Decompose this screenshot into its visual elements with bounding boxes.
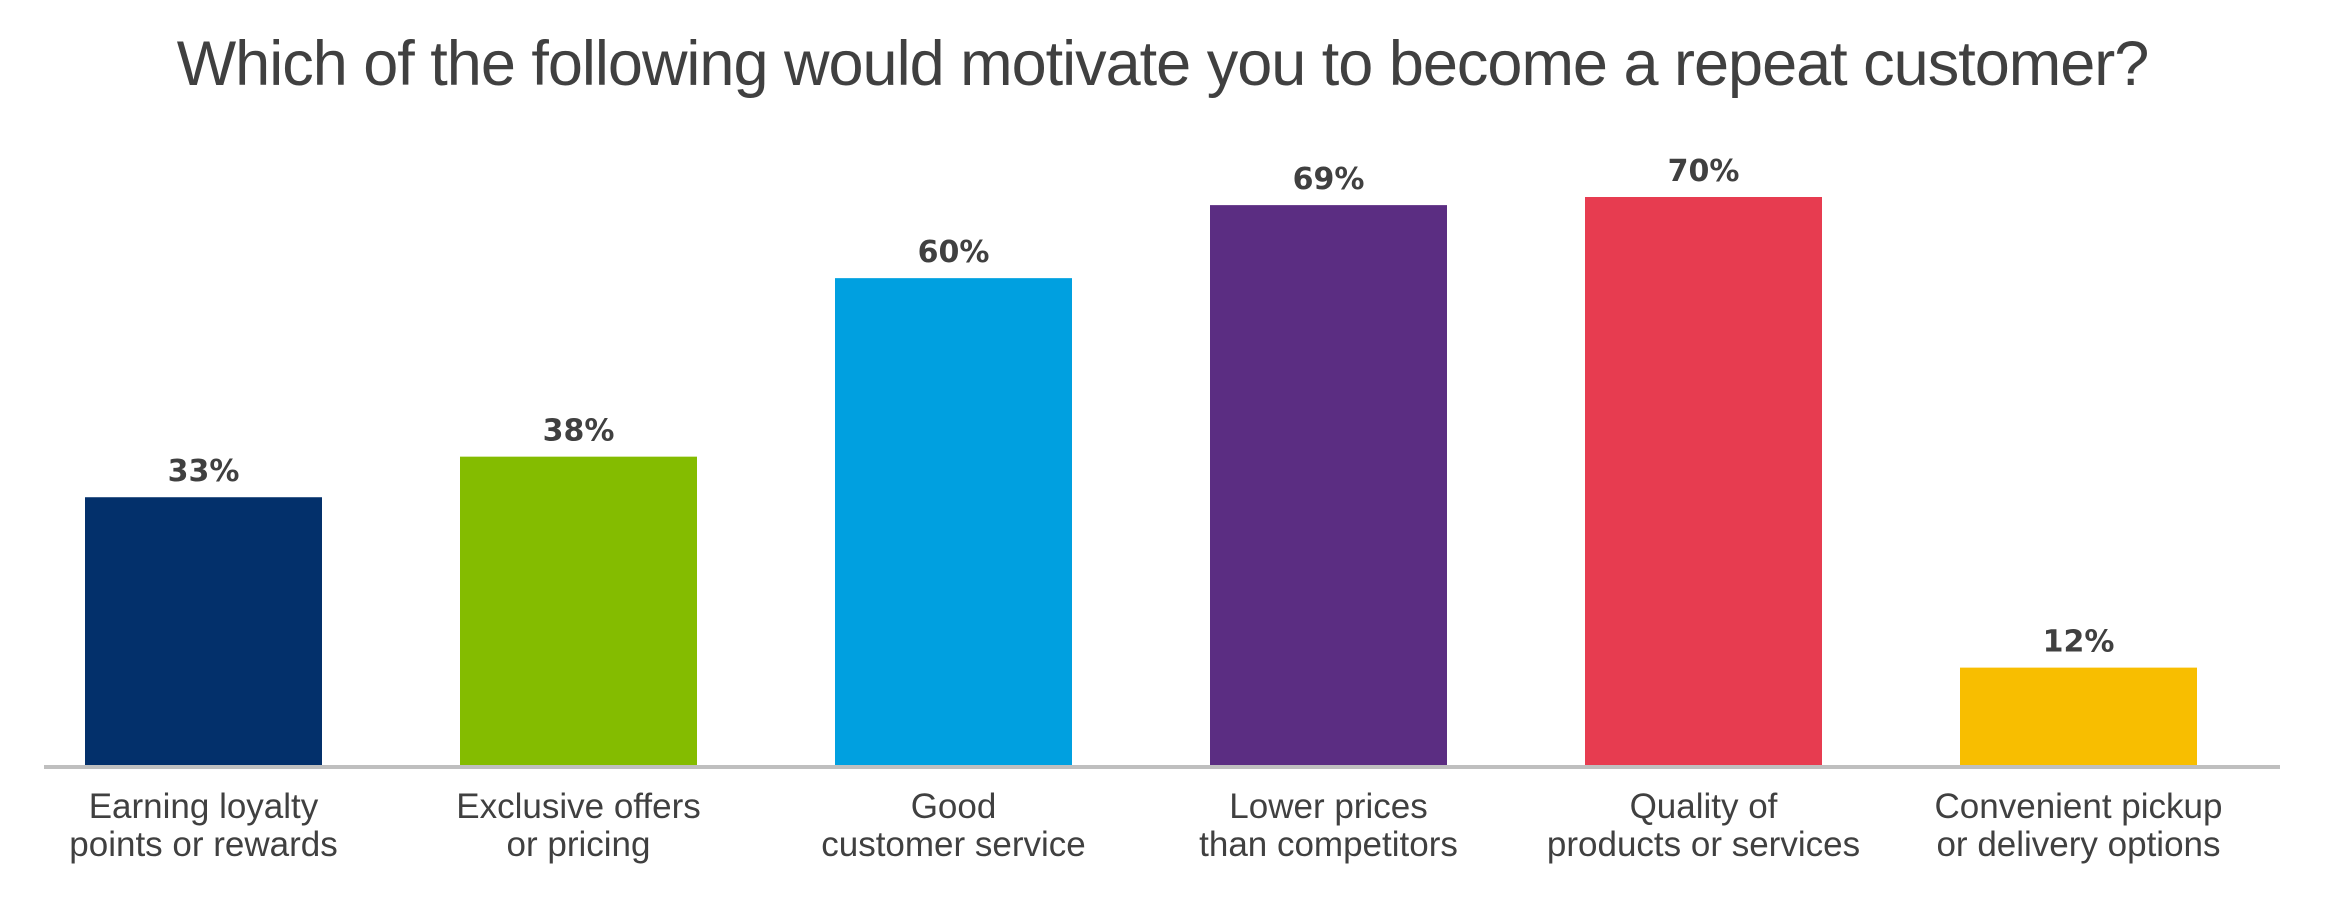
bar: [1210, 205, 1447, 766]
bar: [1960, 667, 2197, 765]
category-label: Earning loyalty: [89, 787, 319, 826]
bar: [460, 456, 697, 765]
category-label: products or services: [1547, 825, 1860, 864]
value-label: 60%: [918, 235, 990, 270]
value-label: 38%: [543, 414, 615, 449]
bar: [835, 278, 1072, 765]
category-label: customer service: [821, 825, 1086, 864]
category-label: or delivery options: [1936, 825, 2220, 864]
value-label: 33%: [168, 454, 240, 489]
category-label: points or rewards: [69, 825, 337, 864]
category-label: Good: [911, 787, 997, 826]
category-label: Lower prices: [1229, 787, 1427, 826]
value-label: 12%: [2043, 625, 2115, 660]
category-label: or pricing: [507, 825, 651, 864]
category-label: than competitors: [1199, 825, 1458, 864]
bar: [85, 497, 322, 765]
category-label: Quality of: [1630, 787, 1778, 826]
category-label: Convenient pickup: [1935, 787, 2223, 826]
value-label: 70%: [1668, 154, 1740, 189]
value-label: 69%: [1293, 162, 1365, 197]
bar: [1585, 197, 1822, 765]
chart-title: Which of the following would motivate yo…: [176, 29, 2150, 99]
category-label: Exclusive offers: [456, 787, 700, 826]
